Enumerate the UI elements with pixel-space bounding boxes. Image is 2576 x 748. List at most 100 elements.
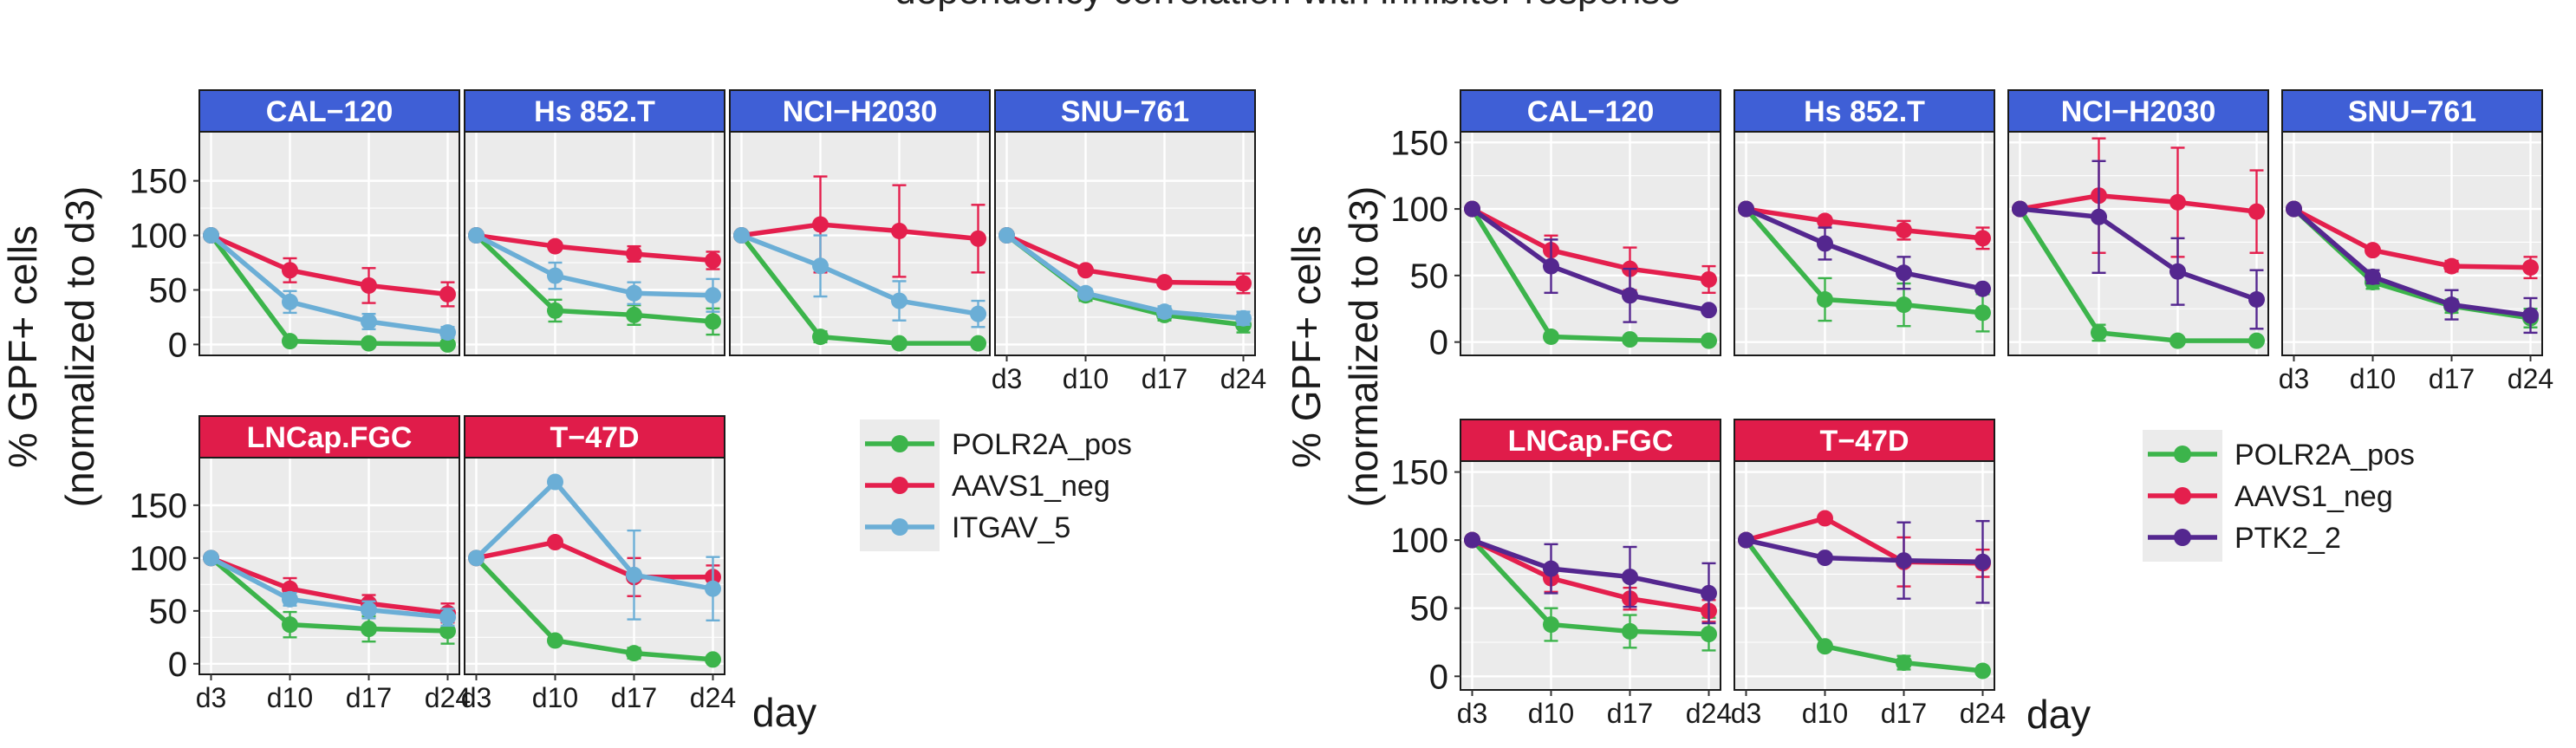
data-point — [1896, 552, 1912, 569]
series-line — [1470, 206, 1710, 313]
panel-bg — [464, 131, 725, 356]
x-tick-label: d17 — [611, 682, 657, 713]
series-line — [1744, 538, 1983, 673]
data-point — [203, 550, 219, 567]
series-line — [2292, 206, 2531, 318]
data-point — [2365, 268, 2381, 285]
legend-label: ITGAV_5 — [952, 511, 1070, 544]
panel-bg — [1734, 460, 1995, 691]
panel-bg — [1460, 131, 1721, 356]
data-point — [1974, 230, 1991, 247]
data-point — [468, 550, 485, 567]
legend: POLR2A_pos AAVS1_neg PTK2_2 — [2143, 430, 2415, 562]
data-point — [1896, 264, 1912, 282]
series-PTK2_2 — [2286, 200, 2539, 335]
y-axis-label: (normalized to d3) — [1341, 186, 1386, 508]
x-tick-label: d17 — [346, 682, 392, 713]
strip-label: NCI−H2030 — [783, 95, 938, 128]
data-point — [1974, 280, 1991, 297]
panel-T−47D: T−47D d3 d10 d17 d24 — [1731, 419, 2006, 729]
data-point — [1235, 275, 1252, 292]
series-line — [1471, 537, 1709, 614]
panel-LNCap.FGC: LNCap.FGC 0 50 100 150 d3 d10 d17 d24 — [1390, 419, 1732, 729]
legend-label: AAVS1_neg — [2234, 480, 2393, 513]
series-line — [741, 222, 979, 242]
data-point — [1622, 622, 1638, 640]
figure-title: dependency correlation with inhibitor re… — [894, 0, 1681, 12]
data-point — [1974, 304, 1991, 322]
data-point — [1077, 284, 1094, 302]
strip-bg — [198, 415, 460, 459]
x-tick-label: d24 — [1220, 363, 1266, 394]
x-tick-label: d3 — [1457, 698, 1488, 729]
panel-bg — [994, 131, 1256, 356]
series-line — [476, 232, 713, 263]
series-line — [2018, 207, 2257, 343]
series-line — [2020, 206, 2258, 302]
panel-bg — [464, 457, 725, 675]
data-point — [282, 293, 298, 310]
y-tick-label: 50 — [149, 593, 188, 631]
series-POLR2A_pos — [203, 550, 456, 645]
series-line — [739, 233, 979, 346]
data-point — [439, 608, 456, 626]
strip-bg — [994, 89, 1256, 133]
strip-bg — [1460, 419, 1721, 462]
facet-figure-right: CAL−120 0 50 100 150 Hs 852.T NCI−H2030 SNU−761… — [1284, 89, 2553, 737]
data-point — [1543, 257, 1559, 275]
series-line — [1745, 537, 1983, 565]
series-PTK2_2 — [2012, 159, 2265, 330]
strip-bg — [1734, 419, 1995, 462]
strip-bg — [2281, 89, 2543, 133]
x-tick-label: d3 — [992, 363, 1023, 394]
legend-marker — [2174, 529, 2191, 546]
y-tick-label: 150 — [1390, 454, 1448, 492]
data-point — [626, 245, 642, 263]
series-ITGAV_5 — [203, 227, 456, 341]
data-point — [547, 237, 563, 255]
x-tick-label: d24 — [690, 682, 736, 713]
x-axis-label: day — [752, 690, 816, 735]
data-point — [468, 227, 485, 244]
data-point — [999, 227, 1015, 244]
data-point — [1896, 222, 1912, 239]
y-tick-label: 50 — [1410, 590, 1449, 628]
series-ITGAV_5 — [733, 227, 986, 328]
series-ITGAV_5 — [999, 227, 1252, 327]
legend: POLR2A_pos AAVS1_neg ITGAV_5 — [860, 420, 1132, 551]
x-tick-label: d24 — [425, 682, 471, 713]
series-PTK2_2 — [1738, 200, 1991, 297]
data-point — [2169, 193, 2186, 211]
y-tick-label: 100 — [1390, 522, 1448, 560]
series-line — [474, 556, 713, 662]
legend-marker — [891, 518, 908, 536]
legend-label: AAVS1_neg — [952, 470, 1110, 503]
panel-bg — [198, 457, 460, 675]
data-point — [439, 286, 456, 303]
panel-CAL−120: CAL−120 0 50 100 150 — [129, 89, 460, 364]
series-line — [1470, 538, 1709, 637]
panel-NCI−H2030: NCI−H2030 — [2007, 89, 2269, 356]
series-ITGAV_5 — [468, 227, 721, 313]
data-point — [1974, 553, 1991, 570]
x-tick-label: d10 — [2350, 363, 2396, 394]
y-tick-label: 0 — [1429, 658, 1448, 696]
panel-SNU−761: SNU−761 d3 d10 d17 d24 — [992, 89, 1266, 394]
strip-label: T−47D — [550, 421, 640, 454]
panel-bg — [1460, 460, 1721, 691]
x-tick-label: d10 — [532, 682, 578, 713]
data-point — [1622, 287, 1638, 304]
series-line — [475, 539, 713, 580]
x-tick-label: d17 — [1881, 698, 1927, 729]
data-point — [705, 252, 721, 270]
legend-label: PTK2_2 — [2234, 522, 2341, 555]
data-point — [1817, 638, 1833, 655]
strip-label: Hs 852.T — [1804, 95, 1925, 128]
strip-label: LNCap.FGC — [1508, 425, 1674, 458]
data-point — [1817, 235, 1833, 252]
panel-Hs 852.T: Hs 852.T — [464, 89, 725, 356]
strip-bg — [1734, 89, 1995, 133]
data-point — [891, 292, 907, 309]
x-tick-label: d17 — [2429, 363, 2475, 394]
x-tick-label: d10 — [1063, 363, 1109, 394]
